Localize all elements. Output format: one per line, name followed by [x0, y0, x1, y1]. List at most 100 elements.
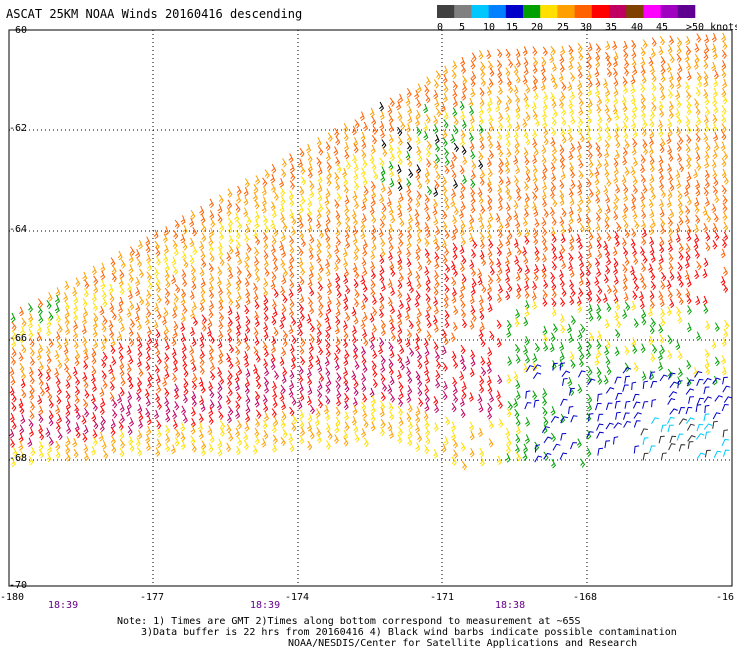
wind-barb — [468, 392, 474, 402]
wind-barb — [354, 119, 360, 129]
wind-barb — [406, 393, 412, 403]
wind-barb — [668, 443, 676, 451]
wind-barb — [389, 322, 396, 332]
wind-barb — [180, 422, 186, 432]
wind-barb — [497, 85, 503, 95]
colorbar-swatch — [523, 5, 541, 18]
wind-barb — [316, 245, 322, 255]
wind-barb — [524, 273, 530, 283]
wind-barb — [397, 279, 403, 290]
wind-barb — [147, 280, 153, 290]
wind-barb — [521, 246, 527, 256]
wind-barb — [595, 194, 601, 204]
wind-barb — [723, 175, 729, 185]
wind-barb — [405, 96, 411, 106]
wind-barb — [11, 402, 17, 412]
wind-barb — [713, 176, 719, 187]
wind-barb — [531, 300, 538, 310]
wind-barb — [136, 447, 143, 457]
wind-barb — [606, 58, 612, 68]
wind-barb — [270, 244, 276, 254]
wind-barb — [695, 87, 701, 97]
wind-barb — [100, 262, 106, 273]
wind-barb — [524, 235, 530, 245]
wind-barb — [704, 122, 710, 133]
wind-barb — [507, 282, 513, 293]
wind-barb — [55, 421, 61, 432]
wind-barb — [587, 393, 593, 404]
wind-barb — [587, 293, 593, 303]
wind-barb — [514, 139, 520, 149]
wind-barb — [720, 141, 726, 151]
wind-barb — [669, 271, 675, 281]
wind-barb — [255, 353, 261, 363]
wind-barb — [522, 451, 528, 461]
wind-barb — [379, 254, 385, 265]
wind-barb — [424, 444, 430, 455]
wind-barb — [91, 382, 97, 392]
wind-barb — [640, 101, 647, 111]
wind-barb — [477, 212, 483, 223]
wind-barb — [588, 312, 594, 322]
wind-barb — [605, 194, 611, 204]
wind-barb — [289, 279, 295, 289]
wind-barb — [270, 360, 276, 371]
wind-barb — [666, 279, 672, 290]
wind-barb — [442, 184, 448, 195]
wind-barb — [155, 328, 161, 339]
wind-barb — [579, 458, 586, 468]
wind-barb — [190, 418, 196, 428]
wind-barb — [109, 328, 115, 338]
wind-barb — [38, 424, 44, 434]
wind-barb — [246, 243, 252, 253]
wind-barb — [425, 228, 431, 239]
wind-barb — [298, 382, 304, 393]
wind-barb — [352, 343, 359, 354]
wind-barb — [612, 40, 618, 51]
wind-barb — [137, 339, 143, 349]
wind-barb — [319, 372, 325, 383]
wind-barb — [497, 68, 503, 78]
wind-barb — [406, 247, 412, 258]
wind-barb — [56, 395, 62, 405]
wind-barb — [164, 270, 170, 280]
wind-barb — [678, 251, 684, 261]
wind-barb — [722, 266, 729, 277]
wind-barb — [696, 161, 702, 171]
wind-barb — [400, 120, 406, 130]
colorbar-swatch — [591, 5, 610, 18]
wind-barb — [363, 121, 369, 132]
wind-barb — [712, 377, 721, 385]
wind-barb — [522, 46, 528, 56]
wind-barb — [182, 393, 188, 404]
wind-barb — [325, 266, 331, 277]
wind-barb — [20, 414, 26, 424]
wind-barb — [334, 199, 340, 209]
wind-barb — [288, 261, 294, 271]
wind-barb — [245, 412, 251, 423]
wind-barb — [659, 36, 666, 46]
wind-barb — [190, 406, 196, 417]
wind-barb — [660, 307, 666, 318]
wind-barb — [513, 175, 519, 185]
wind-barb — [525, 417, 531, 427]
wind-barb — [606, 302, 612, 313]
wind-barb — [279, 356, 285, 366]
wind-barb — [416, 126, 422, 136]
wind-barb — [541, 426, 550, 434]
wind-barb — [326, 296, 332, 306]
wind-barb — [425, 147, 432, 158]
wind-barb — [354, 433, 360, 443]
wind-barb — [20, 370, 26, 380]
wind-barb — [180, 233, 186, 244]
wind-barb — [183, 367, 189, 378]
wind-barb — [423, 130, 429, 141]
wind-barb — [459, 226, 465, 237]
wind-barb — [54, 294, 61, 305]
wind-barb — [181, 351, 187, 361]
wind-barb — [208, 282, 214, 292]
wind-barb — [345, 284, 351, 295]
wind-barb — [387, 421, 393, 432]
wind-barb — [416, 98, 422, 109]
wind-barb — [307, 162, 313, 172]
